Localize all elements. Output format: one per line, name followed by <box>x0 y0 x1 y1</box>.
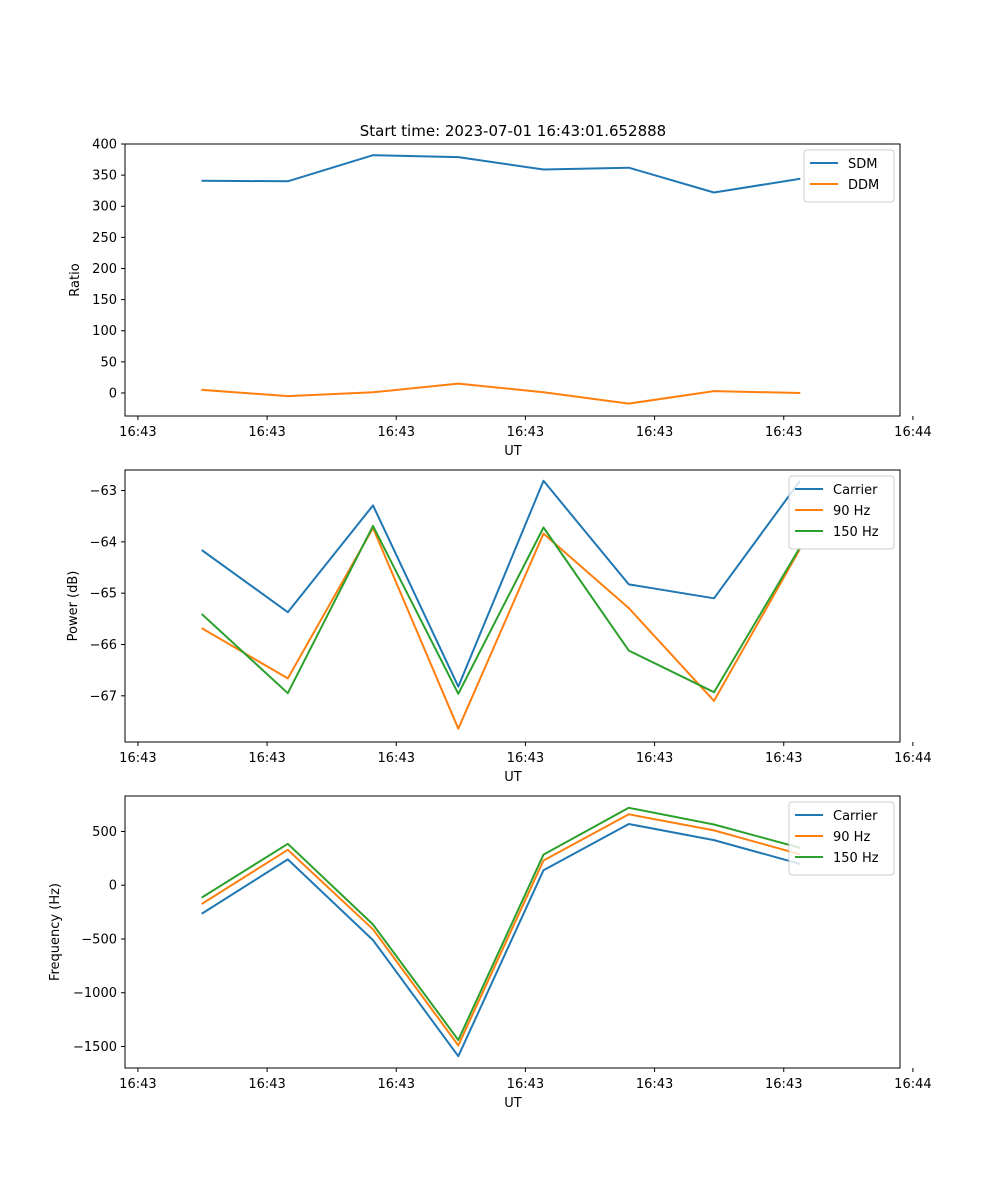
y-tick-label: 200 <box>92 262 117 277</box>
series-line-150-hz <box>201 524 801 695</box>
y-tick-label: 350 <box>92 169 117 184</box>
chart-ratio: 16:43 16:43 16:43 16:43 16:43 16:43 16:44 UT 0 50… <box>68 138 932 460</box>
series-line-sdm <box>201 154 801 194</box>
y-tick-label: 250 <box>92 231 117 246</box>
y-tick-label: −500 <box>81 932 117 947</box>
x-tick-label: 16:43 <box>765 751 802 766</box>
y-tick-label: 300 <box>92 200 117 215</box>
y-tick-label: −64 <box>90 535 117 550</box>
y-axis: −67 −66 −65 −64 −63 Power (dB) <box>66 484 125 704</box>
figure-title: Start time: 2023-07-01 16:43:01.652888 <box>360 122 666 140</box>
chart-frequency: 16:43 16:43 16:43 16:43 16:43 16:43 16:44 UT −15… <box>48 795 932 1111</box>
x-tick-label: 16:43 <box>636 425 673 440</box>
plot-frame <box>124 795 901 1069</box>
y-axis-label: Frequency (Hz) <box>48 883 63 981</box>
x-tick-label: 16:43 <box>636 751 673 766</box>
legend: Carrier 90 Hz 150 Hz <box>788 801 895 876</box>
x-axis: 16:43 16:43 16:43 16:43 16:43 16:43 16:44 UT <box>119 742 932 785</box>
x-tick-label: 16:43 <box>248 751 285 766</box>
y-tick-label: −1500 <box>73 1040 117 1055</box>
y-tick-label: −65 <box>90 587 117 602</box>
x-tick-label: 16:43 <box>765 1077 802 1092</box>
x-tick-label: 16:44 <box>894 425 931 440</box>
y-tick-label: 150 <box>92 293 117 308</box>
chart-power: 16:43 16:43 16:43 16:43 16:43 16:43 16:44 UT −67… <box>66 469 932 785</box>
y-tick-label: 400 <box>92 138 117 153</box>
x-axis-label: UT <box>504 770 522 785</box>
x-tick-label: 16:43 <box>507 425 544 440</box>
series-line-90-hz <box>201 813 801 1047</box>
y-axis: 0 50 100 150 200 250 300 350 400 Ratio <box>68 138 125 401</box>
y-tick-label: −1000 <box>73 986 117 1001</box>
panels: 16:43 16:43 16:43 16:43 16:43 16:43 16:44 UT 0 50… <box>48 138 932 1112</box>
x-axis-label: UT <box>504 444 522 459</box>
plot-frame <box>124 469 901 743</box>
plot-frame <box>124 143 901 417</box>
x-axis: 16:43 16:43 16:43 16:43 16:43 16:43 16:44 UT <box>119 416 932 459</box>
series-group <box>201 154 801 405</box>
legend-label: 90 Hz <box>833 504 870 519</box>
x-tick-label: 16:43 <box>248 1077 285 1092</box>
series-line-carrier <box>201 479 801 688</box>
y-tick-label: 0 <box>109 386 117 401</box>
x-tick-label: 16:43 <box>248 425 285 440</box>
y-axis-label: Power (dB) <box>66 571 81 642</box>
legend-label: 90 Hz <box>833 830 870 845</box>
y-tick-label: 50 <box>100 355 117 370</box>
x-tick-label: 16:43 <box>507 1077 544 1092</box>
x-tick-label: 16:43 <box>378 751 415 766</box>
legend-label: Carrier <box>833 809 878 824</box>
x-tick-label: 16:43 <box>378 425 415 440</box>
x-tick-label: 16:43 <box>507 751 544 766</box>
series-group <box>201 806 801 1058</box>
series-line-carrier <box>201 823 801 1058</box>
y-axis: −1500 −1000 −500 0 500 Frequency (Hz) <box>48 825 125 1055</box>
x-tick-label: 16:43 <box>636 1077 673 1092</box>
x-tick-label: 16:44 <box>894 751 931 766</box>
legend-label: 150 Hz <box>833 525 879 540</box>
x-axis: 16:43 16:43 16:43 16:43 16:43 16:43 16:44 UT <box>119 1068 932 1111</box>
x-tick-label: 16:43 <box>378 1077 415 1092</box>
legend-label: Carrier <box>833 483 878 498</box>
x-tick-label: 16:43 <box>119 425 156 440</box>
y-tick-label: −66 <box>90 638 117 653</box>
legend: SDM DDM <box>803 149 895 203</box>
legend-label: SDM <box>848 157 877 172</box>
series-line-ddm <box>201 382 801 405</box>
x-tick-label: 16:43 <box>765 425 802 440</box>
x-axis-label: UT <box>504 1096 522 1111</box>
y-tick-label: 100 <box>92 324 117 339</box>
y-axis-label: Ratio <box>68 263 83 296</box>
legend-label: 150 Hz <box>833 851 879 866</box>
legend-label: DDM <box>848 178 879 193</box>
y-tick-label: 0 <box>109 879 117 894</box>
x-tick-label: 16:44 <box>894 1077 931 1092</box>
series-line-150-hz <box>201 806 801 1041</box>
legend: Carrier 90 Hz 150 Hz <box>788 475 895 550</box>
y-tick-label: 500 <box>92 825 117 840</box>
y-tick-label: −63 <box>90 484 117 499</box>
y-tick-label: −67 <box>90 689 117 704</box>
x-tick-label: 16:43 <box>119 751 156 766</box>
series-group <box>201 479 801 730</box>
x-tick-label: 16:43 <box>119 1077 156 1092</box>
